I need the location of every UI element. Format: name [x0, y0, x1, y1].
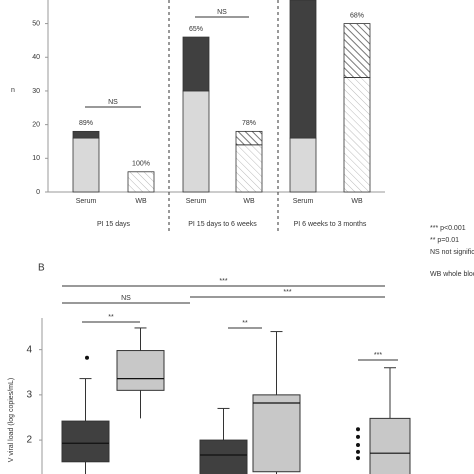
significance-label: ** [108, 314, 114, 321]
y-tick-label: 30 [32, 88, 40, 95]
legend-entry: WB whole blood [430, 271, 474, 278]
y-axis-label: V viral load (log copies/mL) [8, 378, 15, 462]
bar-segment [182, 36, 210, 92]
outlier [356, 434, 360, 439]
outlier [356, 456, 360, 461]
x-tick-label: Serum [76, 198, 97, 205]
bar-segment [289, 137, 317, 193]
x-tick-label: Serum [293, 198, 314, 205]
percent-label: 68% [350, 12, 364, 19]
bar-segment [343, 77, 371, 193]
significance-label: NS [121, 295, 131, 302]
outlier [356, 449, 360, 454]
box [61, 420, 110, 463]
legend-entry: ** p=0.01 [430, 237, 459, 244]
significance-label: NS [217, 9, 227, 16]
bar-segment [289, 0, 317, 139]
significance-label: ** [242, 320, 248, 327]
x-tick-label: WB [135, 198, 147, 205]
y-tick-label: 3 [26, 390, 32, 401]
y-axis-label: n [11, 87, 15, 94]
outlier [85, 355, 89, 360]
box [252, 394, 301, 473]
percent-label: 78% [242, 120, 256, 127]
panel-label: B [38, 263, 45, 274]
bar-segment [343, 23, 371, 78]
x-tick-label: WB [243, 198, 255, 205]
bar-segment [127, 171, 155, 193]
percent-label: 65% [189, 26, 203, 33]
percent-label: 89% [79, 120, 93, 127]
y-tick-label: 50 [32, 20, 40, 27]
y-tick-label: 10 [32, 155, 40, 162]
x-tick-label: WB [351, 198, 363, 205]
legend-entry: *** p<0.001 [430, 225, 466, 232]
significance-label: NS [108, 99, 118, 106]
percent-label: 100% [132, 161, 150, 168]
box [369, 417, 411, 474]
y-tick-label: 20 [32, 121, 40, 128]
box [116, 350, 165, 391]
y-tick-label: 4 [26, 344, 32, 355]
outlier [356, 427, 360, 432]
bar-segment [235, 130, 263, 146]
x-tick-label: Serum [186, 198, 207, 205]
group-label: PI 15 days [97, 221, 131, 228]
y-tick-label: 0 [36, 189, 40, 196]
y-tick-label: 40 [32, 54, 40, 61]
legend-entry: NS not significative [430, 249, 474, 256]
significance-label: *** [374, 352, 382, 359]
y-tick-label: 2 [26, 435, 32, 446]
bar-segment [235, 144, 263, 193]
bar-segment [72, 130, 100, 139]
outlier [356, 443, 360, 448]
bar-segment [72, 137, 100, 193]
significance-label: *** [219, 278, 227, 285]
group-label: PI 6 weeks to 3 months [294, 221, 367, 228]
significance-label: *** [283, 289, 291, 296]
box [199, 439, 248, 474]
group-label: PI 15 days to 6 weeks [188, 221, 257, 228]
bar-segment [182, 90, 210, 193]
